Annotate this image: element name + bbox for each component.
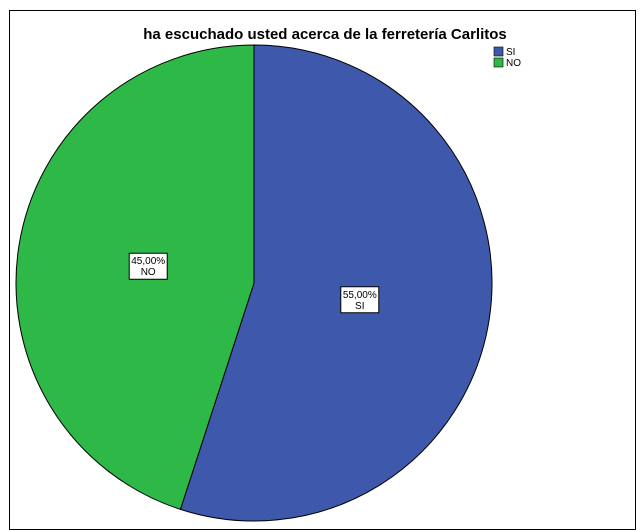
pie-slices	[15, 44, 493, 522]
data-label-box	[128, 252, 168, 280]
data-label-value: 55,00%	[343, 290, 377, 301]
data-label-category: NO	[141, 267, 156, 278]
data-label-si: 55,00%SI	[340, 286, 380, 314]
pie-slice-si	[179, 44, 493, 522]
chart-title: ha escuchado usted acerca de la ferreter…	[143, 26, 507, 43]
data-label-category: SI	[355, 301, 364, 312]
data-labels: 55,00%SI 45,00%NO	[128, 252, 380, 314]
data-label-box	[340, 286, 380, 314]
legend-swatch-si	[493, 46, 504, 57]
data-label-no: 45,00%NO	[128, 252, 168, 280]
data-label-value: 45,00%	[131, 256, 165, 267]
legend-swatch-no	[493, 57, 504, 68]
legend-label-si: SI	[506, 47, 515, 58]
legend-label-no: NO	[506, 58, 521, 69]
